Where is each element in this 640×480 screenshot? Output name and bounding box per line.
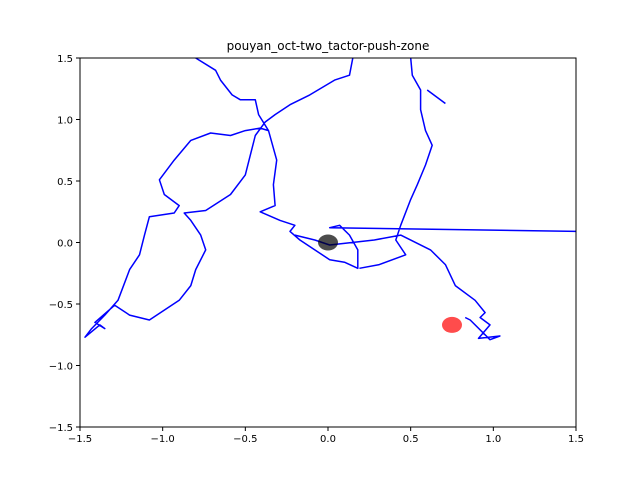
x-tick-label: −1.0 (151, 434, 175, 445)
x-tick-label: −0.5 (233, 434, 257, 445)
x-tick-label: 0.0 (320, 434, 336, 445)
x-tick-label: −1.5 (68, 434, 92, 445)
x-tick-label: 1.0 (485, 434, 501, 445)
x-tick-label: 1.5 (568, 434, 584, 445)
x-tick-label: 0.5 (403, 434, 419, 445)
y-tick-label: −0.5 (49, 300, 73, 311)
y-tick-label: −1.0 (49, 362, 73, 373)
marker (442, 316, 462, 333)
y-tick-label: 1.0 (57, 116, 73, 127)
y-tick-label: 0.0 (57, 239, 73, 250)
chart-title: pouyan_oct-two_tactor-push-zone (227, 39, 430, 53)
marker (318, 234, 338, 251)
y-tick-label: −1.5 (49, 423, 73, 434)
y-tick-label: 0.5 (57, 177, 73, 188)
y-tick-label: 1.5 (57, 54, 73, 65)
trajectory-line (84, 58, 576, 341)
